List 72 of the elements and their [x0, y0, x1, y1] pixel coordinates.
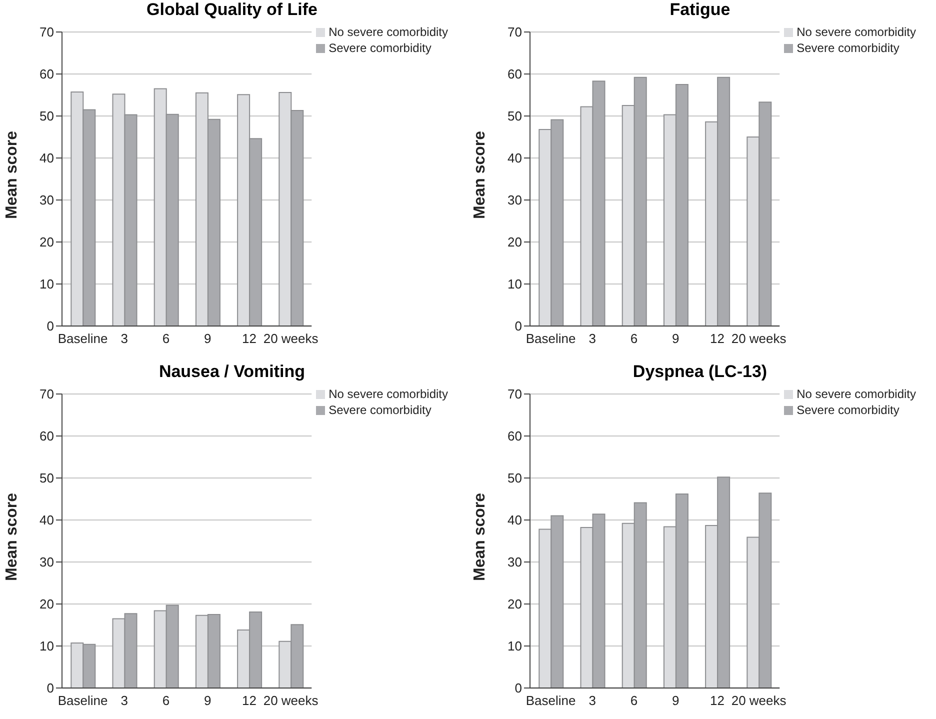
x-tick-label: 3 [120, 693, 128, 708]
y-tick-label: 60 [40, 428, 54, 444]
y-tick-label: 50 [40, 108, 54, 124]
legend-label: No severe comorbidity [328, 387, 448, 401]
y-tick-label: 0 [514, 680, 522, 696]
y-tick-label: 50 [40, 470, 54, 486]
x-tick-label: 9 [672, 693, 680, 708]
y-tick-label: 0 [46, 318, 54, 334]
y-tick-label: 40 [508, 150, 522, 166]
x-tick-label: 20 weeks [263, 693, 319, 708]
y-tick-label: 10 [40, 638, 54, 654]
y-tick-label: 60 [508, 428, 522, 444]
y-tick-label: 30 [40, 192, 54, 208]
x-tick-label: 6 [162, 331, 170, 346]
x-tick-label: 6 [630, 331, 638, 346]
x-tick-label: 20 weeks [731, 331, 787, 346]
y-axis-title: Mean score [472, 130, 489, 219]
x-tick-label: Baseline [58, 331, 108, 346]
y-tick-label: 20 [40, 234, 54, 250]
x-tick-label: 12 [242, 693, 256, 708]
legend-label: No severe comorbidity [796, 387, 916, 401]
x-tick-label: Baseline [526, 331, 576, 346]
y-tick-label: 20 [40, 596, 54, 612]
x-tick-label: 20 weeks [731, 693, 787, 708]
x-tick-label: 9 [672, 331, 680, 346]
x-tick-label: 6 [162, 693, 170, 708]
y-tick-label: 60 [40, 66, 54, 82]
y-tick-label: 70 [40, 24, 54, 40]
legend-label: No severe comorbidity [328, 25, 448, 39]
legend-label: No severe comorbidity [796, 25, 916, 39]
y-tick-label: 30 [508, 554, 522, 570]
x-tick-label: 6 [630, 693, 638, 708]
y-tick-label: 20 [508, 596, 522, 612]
x-tick-label: 3 [588, 331, 596, 346]
y-tick-label: 70 [508, 386, 522, 402]
x-tick-label: Baseline [58, 693, 108, 708]
y-axis-title: Mean score [472, 492, 489, 581]
y-tick-label: 50 [508, 470, 522, 486]
legend-label: Severe comorbidity [796, 41, 900, 55]
y-tick-label: 10 [508, 638, 522, 654]
x-tick-label: 12 [710, 331, 724, 346]
legend-label: Severe comorbidity [328, 403, 432, 417]
chart-title: Dyspnea (LC-13) [632, 362, 768, 383]
x-tick-label: 3 [120, 331, 128, 346]
chart-title: Global Quality of Life [146, 0, 318, 21]
y-tick-label: 60 [508, 66, 522, 82]
y-tick-label: 10 [40, 276, 54, 292]
y-tick-label: 30 [508, 192, 522, 208]
x-tick-label: 3 [588, 693, 596, 708]
y-tick-label: 0 [46, 680, 54, 696]
y-tick-label: 20 [508, 234, 522, 250]
y-tick-label: 40 [40, 150, 54, 166]
y-tick-label: 40 [40, 512, 54, 528]
y-tick-label: 70 [508, 24, 522, 40]
x-tick-label: 9 [204, 331, 212, 346]
chart-title: Nausea / Vomiting [158, 362, 306, 383]
y-tick-label: 30 [40, 554, 54, 570]
x-tick-label: 12 [710, 693, 724, 708]
x-tick-label: 12 [242, 331, 256, 346]
chart-title: Fatigue [668, 0, 732, 21]
y-tick-label: 50 [508, 108, 522, 124]
x-tick-label: 9 [204, 693, 212, 708]
y-tick-label: 40 [508, 512, 522, 528]
y-tick-label: 0 [514, 318, 522, 334]
legend-label: Severe comorbidity [796, 403, 900, 417]
y-axis-title: Mean score [4, 130, 21, 219]
y-tick-label: 70 [40, 386, 54, 402]
y-axis-title: Mean score [4, 492, 21, 581]
legend-label: Severe comorbidity [328, 41, 432, 55]
y-tick-label: 10 [508, 276, 522, 292]
x-tick-label: Baseline [526, 693, 576, 708]
x-tick-label: 20 weeks [263, 331, 319, 346]
